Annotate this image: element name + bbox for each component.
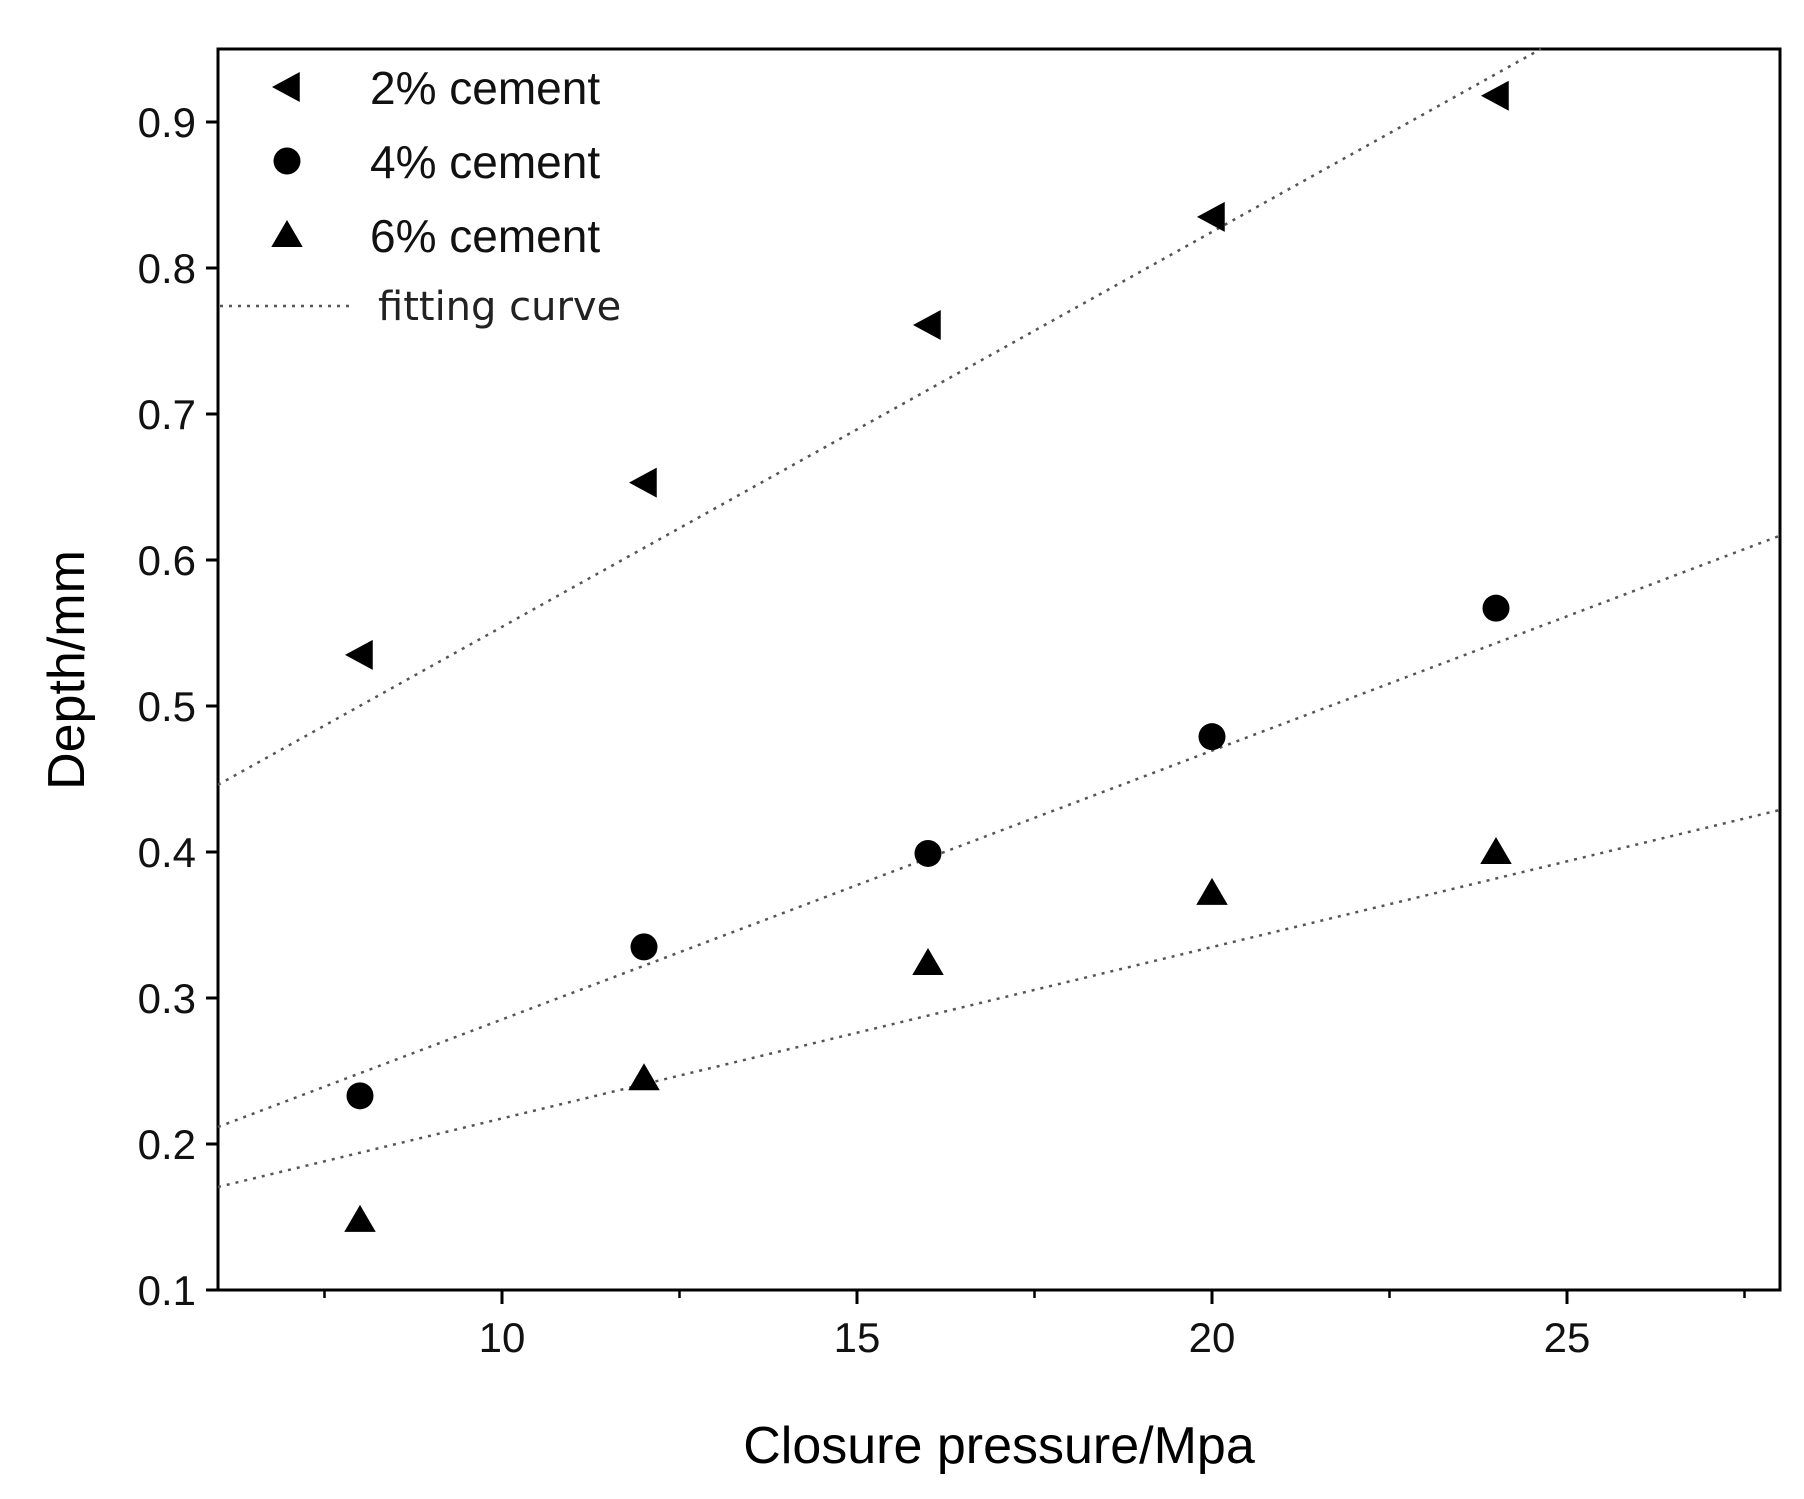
legend-marker: [273, 147, 301, 175]
y-tick-label: 0.6: [138, 537, 196, 584]
y-tick-label: 0.7: [138, 391, 196, 438]
data-point: [914, 839, 942, 867]
data-point: [1197, 201, 1225, 232]
plot-frame: [216, 47, 1782, 1292]
legend-marker: [271, 220, 303, 247]
fit-line: [217, 808, 1781, 1189]
legend-label: 4% cement: [370, 136, 600, 188]
data-point: [345, 639, 373, 670]
legend-fit-label: fitting curve: [378, 284, 621, 330]
legend-label: 2% cement: [370, 62, 600, 114]
y-axis-ticks: 0.1 0.2 0.3 0.4 0.5 0.6 0.7 0.8 0.9: [138, 99, 218, 1314]
data-point: [913, 309, 941, 340]
legend: 2% cement 4% cement 6% cement fitting curve: [220, 62, 621, 330]
data-point: [629, 467, 657, 498]
data-points: [344, 80, 1512, 1232]
y-tick-label: 0.2: [138, 1121, 196, 1168]
y-tick-label: 0.9: [138, 99, 196, 146]
data-point: [1482, 594, 1510, 622]
data-point: [346, 1082, 374, 1110]
x-tick-label: 25: [1544, 1314, 1591, 1361]
legend-label: 6% cement: [370, 210, 600, 262]
y-axis-title: Depth/mm: [38, 550, 96, 790]
data-point: [1481, 80, 1509, 111]
x-tick-label: 10: [479, 1314, 526, 1361]
data-point: [344, 1204, 376, 1232]
data-point: [628, 1063, 660, 1091]
fit-line: [217, 47, 1542, 786]
legend-marker: [272, 72, 300, 102]
data-point: [1196, 877, 1228, 905]
x-tick-label: 20: [1189, 1314, 1236, 1361]
x-axis-title: Closure pressure/Mpa: [743, 1417, 1255, 1475]
fit-lines: [217, 47, 1781, 1189]
data-point: [630, 933, 658, 961]
y-tick-label: 0.8: [138, 245, 196, 292]
y-tick-label: 0.1: [138, 1267, 196, 1314]
data-point: [1480, 837, 1512, 864]
y-tick-label: 0.5: [138, 683, 196, 730]
y-tick-label: 0.3: [138, 975, 196, 1022]
data-point: [912, 947, 944, 975]
x-axis-ticks: 10 15 20 25: [323, 1290, 1746, 1361]
data-point: [1198, 723, 1226, 751]
x-tick-label: 15: [834, 1314, 881, 1361]
y-tick-label: 0.4: [138, 829, 196, 876]
